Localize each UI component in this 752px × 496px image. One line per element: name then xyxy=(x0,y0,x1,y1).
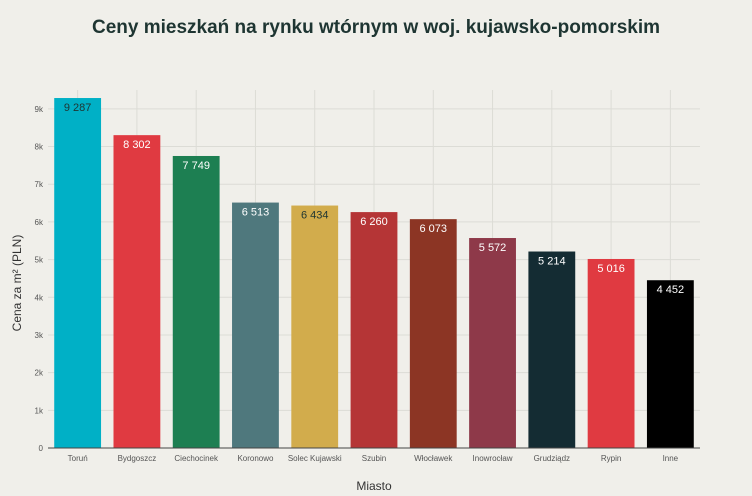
bar xyxy=(587,258,635,448)
bar-value-label: 6 513 xyxy=(242,207,270,219)
x-axis-ticks: Toruń Bydgoszcz Ciechocinek Koronowo Solec K… xyxy=(68,454,679,463)
bar xyxy=(172,155,220,448)
bar xyxy=(113,135,161,448)
bar-value-label: 6 073 xyxy=(420,223,448,235)
bar-value-label: 5 016 xyxy=(597,263,625,275)
x-tick-label: Bydgoszcz xyxy=(118,454,157,463)
bar xyxy=(54,98,102,448)
y-tick-label: 1k xyxy=(35,406,44,415)
x-tick-label: Włocławek xyxy=(414,454,453,463)
y-tick-label: 4k xyxy=(35,293,44,302)
bar-value-label: 7 749 xyxy=(182,160,210,172)
bar-value-label: 9 287 xyxy=(64,102,92,114)
y-tick-label: 2k xyxy=(35,369,44,378)
x-tick-label: Inne xyxy=(663,454,679,463)
bar xyxy=(646,280,694,448)
bar-value-label: 6 260 xyxy=(360,216,388,228)
x-axis-label: Miasto xyxy=(356,479,392,493)
bar-value-label: 5 572 xyxy=(479,242,507,254)
y-tick-label: 8k xyxy=(35,143,44,152)
chart-title: Ceny mieszkań na rynku wtórnym w woj. ku… xyxy=(91,17,661,38)
bar-value-label: 6 434 xyxy=(301,210,329,222)
bar xyxy=(528,251,576,448)
bar-value-label: 5 214 xyxy=(538,256,566,268)
x-tick-label: Toruń xyxy=(68,454,88,463)
x-tick-label: Ciechocinek xyxy=(174,454,219,463)
x-tick-label: Rypin xyxy=(601,454,621,463)
y-tick-label: 9k xyxy=(35,105,44,114)
y-tick-label: 6k xyxy=(35,218,44,227)
y-tick-label: 5k xyxy=(35,256,44,265)
bar xyxy=(232,202,279,448)
x-tick-label: Inowrocław xyxy=(473,454,513,463)
x-tick-label: Solec Kujawski xyxy=(288,454,342,463)
bar xyxy=(350,212,398,448)
y-tick-label: 3k xyxy=(35,331,44,340)
x-tick-label: Koronowo xyxy=(237,454,274,463)
x-tick-label: Szubin xyxy=(362,454,386,463)
bars: 9 287 8 302 7 749 6 513 6 434 6 260 6 073 5 572… xyxy=(54,98,694,448)
bar xyxy=(291,205,339,448)
bar xyxy=(409,219,457,448)
y-axis-label: Cena za m² (PLN) xyxy=(10,235,24,332)
y-tick-label: 7k xyxy=(35,180,44,189)
x-tick-label: Grudziądz xyxy=(534,454,570,463)
bar-value-label: 8 302 xyxy=(123,139,151,151)
y-tick-label: 0 xyxy=(39,444,44,453)
bar-value-label: 4 452 xyxy=(657,284,685,296)
bar xyxy=(469,238,516,448)
y-axis-ticks: 0 1k 2k 3k 4k 5k 6k 7k 8k 9k xyxy=(35,105,44,453)
